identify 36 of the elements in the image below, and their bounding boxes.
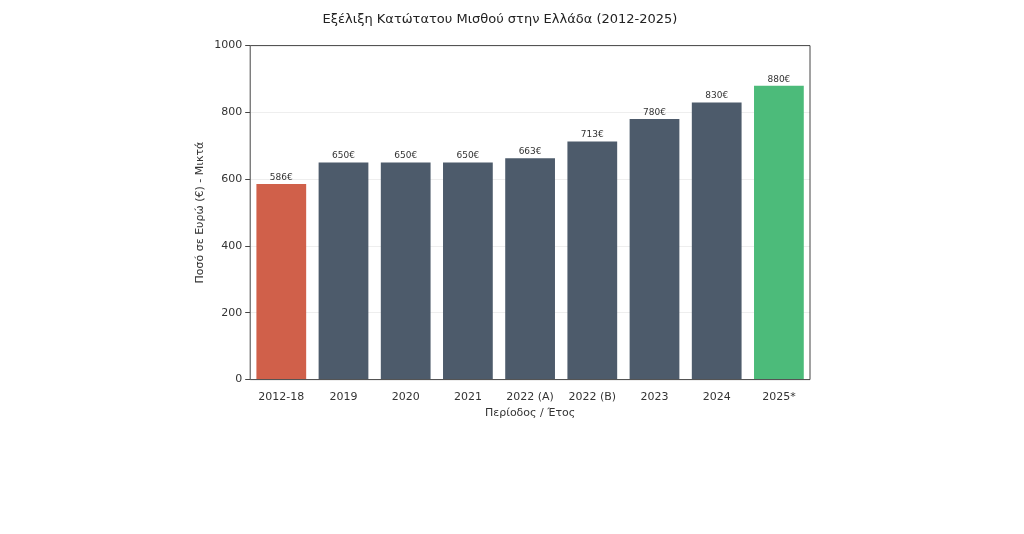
x-tick-label: 2020	[391, 390, 420, 404]
bar	[318, 162, 369, 380]
x-tick-label: 2022 (Α)	[506, 390, 554, 404]
bar	[629, 119, 680, 380]
data-label: 713€	[580, 129, 605, 140]
y-axis-title: Ποσό σε Ευρώ (€) - Μικτά	[193, 141, 207, 284]
x-tick-label: 2025*	[762, 390, 797, 404]
x-tick-label: 2024	[702, 390, 731, 404]
x-tick-label: 2022 (Β)	[568, 390, 617, 404]
y-tick-label: 600	[221, 172, 243, 186]
bar	[443, 162, 493, 380]
x-tick-label: 2012-18	[258, 390, 305, 404]
data-label: 830€	[705, 90, 729, 101]
x-tick-label: 2023	[640, 390, 669, 404]
y-tick-label: 200	[221, 305, 243, 319]
x-tick-label: 2019	[329, 390, 358, 404]
data-label: 663€	[518, 146, 542, 156]
y-tick-label: 400	[221, 238, 243, 252]
data-label: 586€	[269, 171, 294, 182]
data-label: 650€	[394, 150, 418, 161]
bar	[567, 141, 618, 380]
data-label: 650€	[332, 150, 356, 161]
bar	[256, 183, 307, 380]
y-tick-label: 0	[235, 372, 243, 386]
data-label: 650€	[456, 150, 480, 161]
bar	[380, 162, 431, 380]
data-label: 780€	[643, 106, 667, 117]
x-tick-label: 2021	[453, 390, 482, 404]
chart-title: Εξέλιξη Κατώτατου Μισθού στην Ελλάδα (2012-2025)	[322, 11, 678, 27]
bar	[691, 102, 742, 380]
bar	[754, 85, 804, 380]
y-tick-label: 800	[221, 105, 243, 119]
x-axis-title: Περίοδος / Έτος	[484, 406, 576, 420]
y-tick-label: 1000	[214, 38, 243, 52]
data-label: 880€	[767, 73, 791, 84]
bar	[505, 158, 555, 380]
